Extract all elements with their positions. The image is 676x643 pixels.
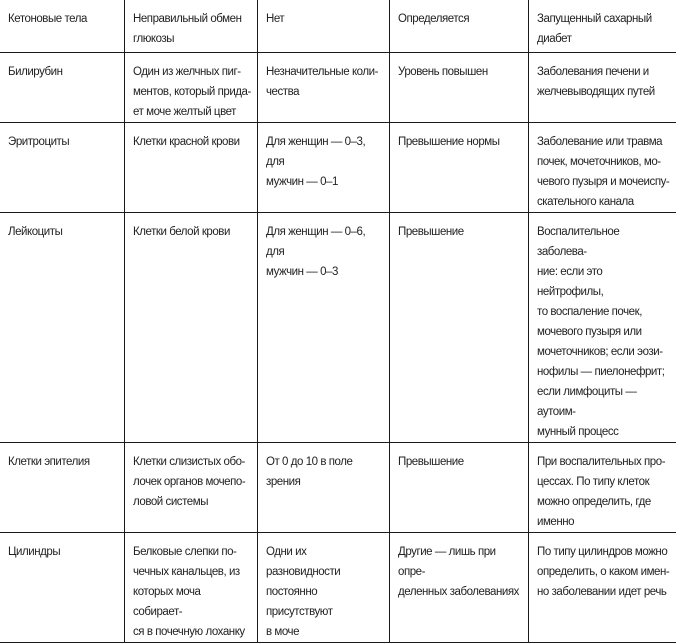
cell-deviation: Превышение	[390, 443, 529, 533]
cell-indicator: Эритроциты	[0, 123, 125, 213]
cell-deviation: Определяется	[390, 0, 529, 53]
cell-diagnosis: Воспалительное заболева- ние: если это н…	[529, 213, 676, 443]
cell-norm: Для женщин — 0–6, для мужчин — 0–3	[258, 213, 390, 443]
cell-norm: От 0 до 10 в поле зрения	[258, 443, 390, 533]
cell-norm: Незначительные коли- чества	[258, 53, 390, 123]
cell-indicator: Кетоновые тела	[0, 0, 125, 53]
cell-indicator: Цилиндры	[0, 533, 125, 643]
cell-deviation: Превышение нормы	[390, 123, 529, 213]
cell-description: Клетки красной крови	[125, 123, 258, 213]
cell-diagnosis: Заболевание или травма почек, мочеточник…	[529, 123, 676, 213]
cell-norm: Для женщин — 0–3, для мужчин — 0–1	[258, 123, 390, 213]
cell-description: Белковые слепки по- чечных канальцев, из…	[125, 533, 258, 643]
cell-description: Клетки слизистых обо- лочек органов моче…	[125, 443, 258, 533]
cell-deviation: Другие — лишь при опре- деленных заболев…	[390, 533, 529, 643]
cell-description: Неправильный обмен глюкозы	[125, 0, 258, 53]
cell-description: Один из желчных пиг- ментов, который при…	[125, 53, 258, 123]
cell-indicator: Билирубин	[0, 53, 125, 123]
cell-diagnosis: При воспалительных про- цессах. По типу …	[529, 443, 676, 533]
cell-deviation: Уровень повышен	[390, 53, 529, 123]
cell-diagnosis: Запущенный сахарный диабет	[529, 0, 676, 53]
cell-description: Клетки белой крови	[125, 213, 258, 443]
cell-diagnosis: По типу цилиндров можно определить, о ка…	[529, 533, 676, 643]
cell-norm: Нет	[258, 0, 390, 53]
cell-indicator: Клетки эпителия	[0, 443, 125, 533]
cell-indicator: Лейкоциты	[0, 213, 125, 443]
cell-diagnosis: Заболевания печени и желчевыводящих путе…	[529, 53, 676, 123]
cell-norm: Одни их разновидности постоянно присутст…	[258, 533, 390, 643]
cell-deviation: Превышение	[390, 213, 529, 443]
